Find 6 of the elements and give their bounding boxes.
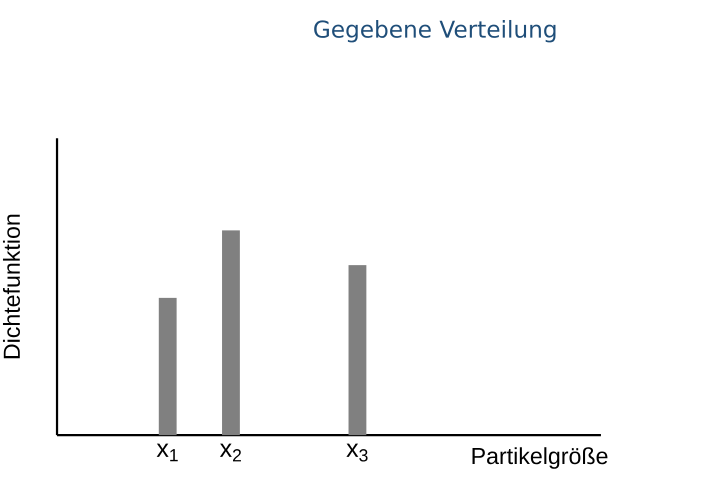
y-axis-title: Dichtefunktion — [2, 214, 20, 358]
x-tick-label: x$_{1}$ — [156, 444, 178, 462]
x-tick-label: x$_{3}$ — [346, 444, 368, 462]
x-tick-label: x$_{2}$ — [220, 444, 241, 462]
chart-title: Gegebene Verteilung — [314, 20, 556, 43]
x-axis-title: Partikelgröße — [472, 447, 608, 469]
